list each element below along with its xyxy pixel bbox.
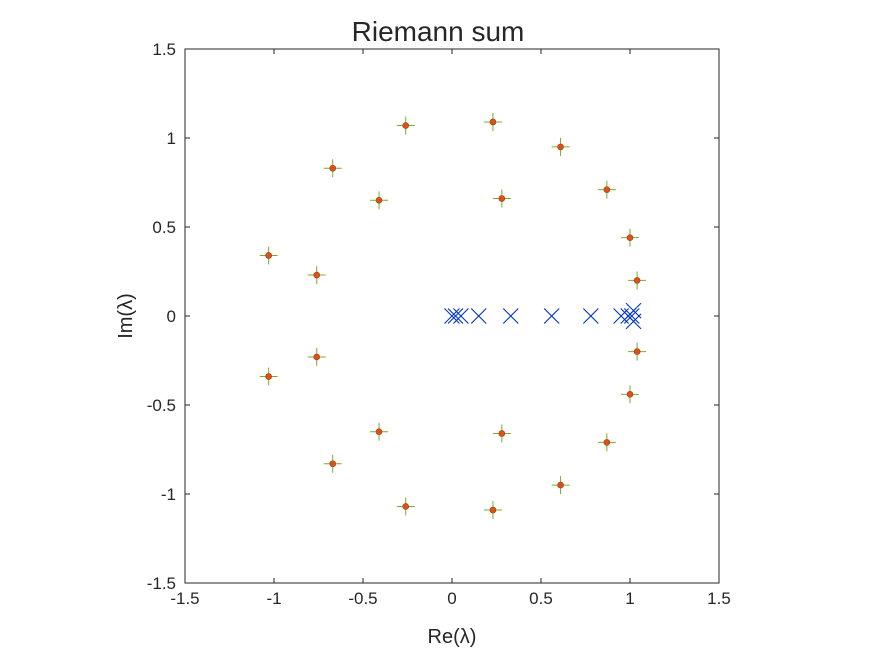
plot-area: -1.5 -1 -0.5 0 0.5 1 1.5 -1.5 -1 -0.5 0 0.5 1 1.5: [147, 40, 731, 608]
x-tick-label: -1.5: [170, 589, 199, 608]
dot-marker: [557, 481, 564, 489]
dot-marker: [557, 143, 564, 151]
y-tick-label: -0.5: [147, 396, 176, 415]
dot-marker: [313, 353, 321, 361]
dot-marker: [498, 195, 506, 202]
x-marker: [444, 308, 460, 324]
tick-labels: -1.5 -1 -0.5 0 0.5 1 1.5 -1.5 -1 -0.5 0 0.5 1 1.5: [147, 40, 731, 608]
dot-marker: [603, 186, 611, 193]
dot-marker: [603, 439, 611, 446]
x-marker: [502, 308, 519, 324]
x-marker: [447, 308, 464, 324]
x-tick-label: 0: [447, 589, 456, 608]
dot-marker: [402, 503, 410, 510]
dot-marker: [633, 348, 641, 355]
dot-marker: [626, 391, 634, 398]
dot-marker: [402, 122, 410, 129]
x-marker: [543, 308, 560, 324]
chart-title: Riemann sum: [352, 16, 525, 47]
x-axis-label: Re(λ): [428, 626, 477, 648]
ticks: [184, 48, 720, 584]
x-tick-label: -0.5: [348, 589, 377, 608]
y-tick-label: 1: [167, 129, 176, 148]
dot-marker: [265, 252, 272, 259]
y-tick-label: -1.5: [147, 574, 176, 593]
dot-marker: [375, 428, 383, 436]
dot-marker: [489, 118, 497, 126]
dot-marker: [626, 234, 634, 241]
x-marker: [453, 308, 469, 324]
dot-marker: [498, 430, 506, 437]
y-tick-label: 0: [167, 307, 176, 326]
x-tick-label: 1: [625, 589, 634, 608]
dot-marker: [633, 277, 641, 284]
y-tick-label: 1.5: [152, 40, 176, 59]
x-tick-label: -1: [266, 589, 281, 608]
dot-marker: [313, 271, 321, 279]
y-tick-label: -1: [161, 485, 176, 504]
dot-marker: [489, 506, 497, 514]
y-tick-label: 0.5: [152, 218, 176, 237]
x-tick-label: 1.5: [707, 589, 731, 608]
dot-marker: [329, 460, 337, 468]
dot-marker: [265, 373, 272, 380]
dot-marker: [375, 197, 383, 204]
x-marker: [582, 308, 599, 324]
dot-marker: [329, 164, 337, 172]
x-marker: [625, 313, 642, 330]
y-axis-label: Im(λ): [115, 293, 137, 339]
x-marker: [470, 308, 487, 324]
data-marks: [259, 112, 647, 520]
x-tick-label: 0.5: [529, 589, 553, 608]
x-marker: [623, 308, 640, 324]
